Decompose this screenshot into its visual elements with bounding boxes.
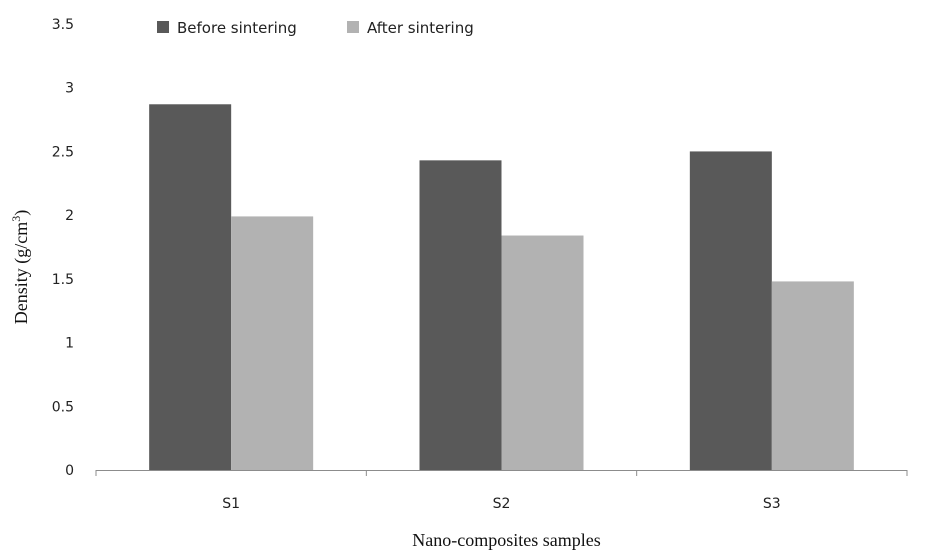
x-ticks-layer [95,470,908,476]
legend-label: Before sintering [177,19,297,37]
legend-label: After sintering [367,19,474,37]
legend: Before sintering After sintering [157,19,474,37]
bar-s3-after-sintering [771,281,854,470]
legend-swatch [157,21,169,33]
y-tick-label: 0.5 [52,399,74,415]
bars-layer [149,104,854,470]
y-axis-title-main: Density (g/cm [11,222,32,324]
y-tick-label: 2.5 [52,144,74,160]
y-tick-label: 2 [65,208,74,224]
bar-s2-after-sintering [501,235,584,470]
legend-swatch [347,21,359,33]
y-tick-label: 1.5 [52,272,74,288]
x-category-label: S3 [763,496,781,512]
x-axis-title: Nano-composites samples [412,530,600,550]
bar-s1-before-sintering [149,104,232,470]
y-tick-label: 3 [65,81,74,97]
x-category-label: S1 [222,496,240,512]
y-tick-label: 1 [65,336,74,352]
y-axis-title-superscript: 3 [9,216,23,222]
bar-s2-before-sintering [419,160,502,470]
y-ticks-layer: 0 0.5 1 1.5 2 2.5 3 3.5 [52,17,74,479]
y-tick-label: 3.5 [52,17,74,33]
bar-s3-before-sintering [689,151,772,470]
bar-s1-after-sintering [231,216,314,470]
category-labels: S1 S2 S3 [222,496,780,512]
y-tick-label: 0 [65,463,74,479]
x-category-label: S2 [493,496,511,512]
y-axis-title-close: ) [11,210,32,216]
y-axis-title: Density (g/cm3) [9,210,32,324]
